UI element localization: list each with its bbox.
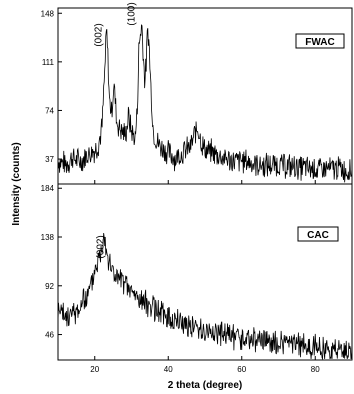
- top-y-tick-label: 111: [42, 58, 55, 67]
- top-y-ticks: 37 74 111 148: [41, 9, 62, 164]
- cac-series-line: [57, 232, 353, 361]
- x-axis-title: 2 theta (degree): [168, 380, 242, 391]
- bottom-x-ticks: 20 40 60 80: [90, 356, 320, 374]
- bottom-panel: 46 92 138 184 20 40 60 80 CAC (002): [41, 183, 353, 374]
- top-y-tick-label: 74: [45, 106, 54, 115]
- bottom-y-tick-label: 46: [45, 331, 54, 340]
- bottom-panel-frame: [57, 183, 353, 361]
- fwac-legend-box: [295, 33, 345, 49]
- x-tick-label: 60: [237, 365, 246, 374]
- y-axis-title: Intensity (counts): [11, 142, 22, 225]
- cac-legend: CAC: [297, 226, 339, 242]
- peak-label-002-bottom: (002): [95, 235, 106, 258]
- fwac-legend: FWAC: [295, 33, 345, 49]
- peak-label-002-top: (002): [94, 23, 105, 46]
- peak-label-100-top: (100): [127, 2, 138, 25]
- top-y-tick-label: 37: [45, 155, 54, 164]
- x-tick-label: 80: [311, 365, 320, 374]
- cac-legend-box: [297, 226, 339, 242]
- bottom-y-tick-label: 184: [41, 184, 55, 193]
- bottom-y-tick-label: 92: [45, 282, 54, 291]
- x-tick-label: 20: [90, 365, 99, 374]
- x-tick-label: 40: [164, 365, 173, 374]
- bottom-y-tick-label: 138: [41, 233, 55, 242]
- top-y-tick-label: 148: [41, 9, 55, 18]
- bottom-y-ticks: 46 92 138 184: [41, 184, 62, 340]
- top-panel: 37 74 111 148 FWAC (002) (100): [41, 2, 353, 185]
- top-x-ticks: [94, 180, 316, 184]
- fwac-series-line: [57, 24, 353, 183]
- fwac-legend-label: FWAC: [305, 37, 334, 48]
- cac-legend-label: CAC: [307, 230, 329, 241]
